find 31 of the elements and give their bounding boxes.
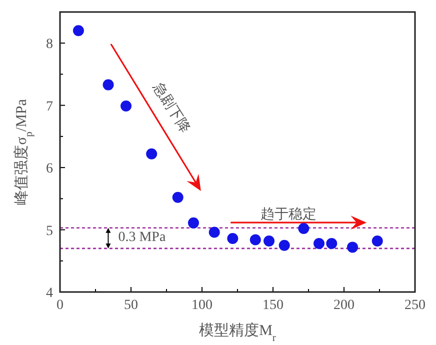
point — [264, 235, 275, 246]
point — [372, 235, 383, 246]
point — [298, 223, 310, 234]
point — [278, 240, 290, 251]
point — [172, 192, 184, 203]
point — [120, 100, 132, 112]
x-tick-label: 0 — [56, 298, 64, 313]
x-tick-label: 100 — [192, 298, 212, 313]
y-tick-label: 6 — [46, 162, 53, 177]
point — [326, 238, 338, 249]
point — [72, 25, 84, 36]
x-tick-label: 200 — [334, 298, 354, 313]
x-tick-label: 150 — [262, 298, 284, 313]
y-tick-label: 4 — [46, 286, 53, 301]
annotation: 趋于稳定 — [260, 206, 317, 223]
point — [208, 226, 220, 238]
y-tick-label: 5 — [46, 224, 53, 239]
y-tick-label: 7 — [46, 99, 53, 114]
point — [188, 217, 199, 228]
point — [250, 234, 261, 246]
point — [102, 79, 114, 90]
y-tick-label: 8 — [46, 37, 53, 52]
x-tick-label: 250 — [404, 298, 426, 313]
point — [314, 238, 325, 249]
point — [146, 148, 158, 160]
x-axis-title: 模型精度M$_{r}$ — [199, 322, 276, 344]
x-tick-label: 50 — [124, 298, 138, 313]
annotation: 0.3 MPa — [118, 230, 166, 245]
point — [227, 232, 238, 244]
point — [347, 242, 358, 253]
annotation: 急剧下降 — [149, 79, 193, 136]
